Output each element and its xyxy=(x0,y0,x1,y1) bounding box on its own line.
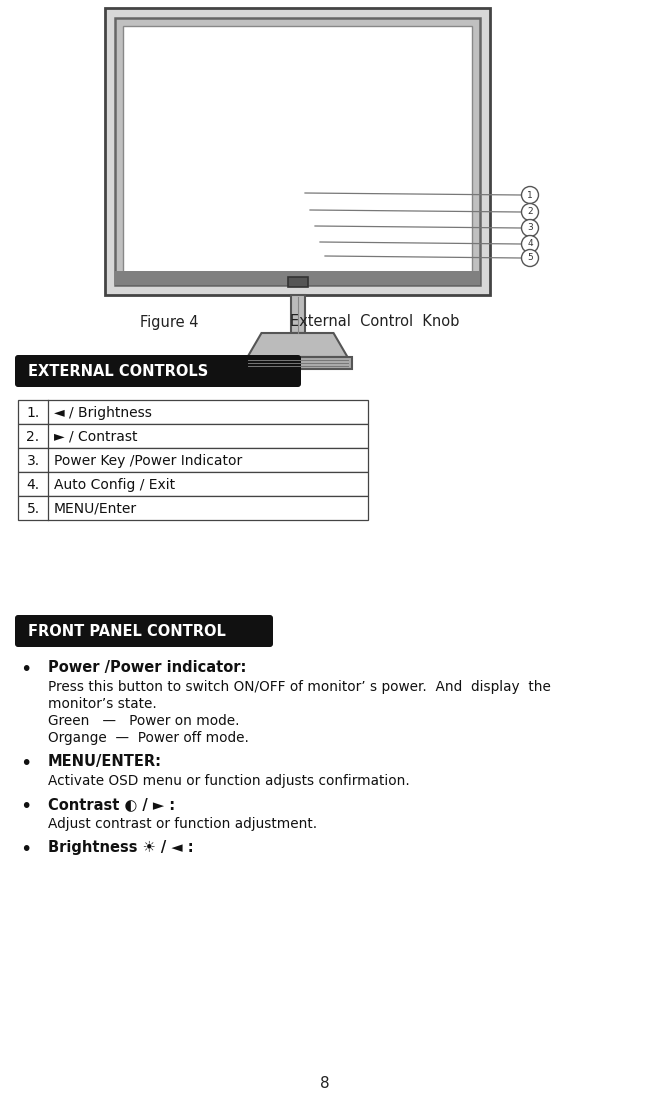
Text: •: • xyxy=(20,840,32,859)
Bar xyxy=(115,271,480,285)
Text: FRONT PANEL CONTROL: FRONT PANEL CONTROL xyxy=(28,623,226,639)
Text: MENU/Enter: MENU/Enter xyxy=(54,502,137,517)
Text: Auto Config / Exit: Auto Config / Exit xyxy=(54,478,175,492)
Circle shape xyxy=(521,249,538,266)
Text: ► / Contrast: ► / Contrast xyxy=(54,430,138,444)
Bar xyxy=(18,448,368,471)
Text: Figure 4: Figure 4 xyxy=(140,314,198,330)
Text: EXTERNAL CONTROLS: EXTERNAL CONTROLS xyxy=(28,364,208,378)
Bar xyxy=(18,471,368,496)
Text: Adjust contrast or function adjustment.: Adjust contrast or function adjustment. xyxy=(48,817,317,831)
Bar xyxy=(18,400,368,424)
FancyBboxPatch shape xyxy=(15,615,273,647)
Text: MENU/ENTER:: MENU/ENTER: xyxy=(48,754,162,769)
Circle shape xyxy=(521,235,538,253)
Text: 5: 5 xyxy=(527,254,533,263)
Text: •: • xyxy=(20,754,32,773)
Text: 8: 8 xyxy=(320,1076,330,1090)
Text: Organge  —  Power off mode.: Organge — Power off mode. xyxy=(48,731,249,745)
Text: Green   —   Power on mode.: Green — Power on mode. xyxy=(48,714,239,728)
Text: Press this button to switch ON/OFF of monitor’ s power.  And  display  the: Press this button to switch ON/OFF of mo… xyxy=(48,680,551,693)
Text: 3: 3 xyxy=(527,223,533,233)
Text: External  Control  Knob: External Control Knob xyxy=(290,314,460,330)
Bar xyxy=(115,18,480,285)
Text: Power /Power indicator:: Power /Power indicator: xyxy=(48,660,246,675)
Bar xyxy=(18,424,368,448)
Text: 3.: 3. xyxy=(27,454,40,468)
Text: monitor’s state.: monitor’s state. xyxy=(48,697,157,711)
Text: ◄ / Brightness: ◄ / Brightness xyxy=(54,406,152,420)
Bar xyxy=(18,496,368,520)
Text: 4.: 4. xyxy=(27,478,40,492)
Text: 5.: 5. xyxy=(27,502,40,517)
Bar xyxy=(105,8,490,295)
Circle shape xyxy=(521,220,538,236)
Text: Contrast ◐ / ► :: Contrast ◐ / ► : xyxy=(48,797,175,812)
Text: 2: 2 xyxy=(527,208,533,217)
Bar xyxy=(123,26,472,277)
Text: 1: 1 xyxy=(527,190,533,200)
Text: •: • xyxy=(20,660,32,679)
Text: Power Key /Power Indicator: Power Key /Power Indicator xyxy=(54,454,242,468)
Bar xyxy=(291,295,304,333)
FancyBboxPatch shape xyxy=(15,355,301,387)
Bar xyxy=(287,277,307,287)
Text: •: • xyxy=(20,797,32,815)
Polygon shape xyxy=(248,333,348,357)
Polygon shape xyxy=(244,357,352,369)
Text: Brightness ☀ / ◄ :: Brightness ☀ / ◄ : xyxy=(48,840,194,855)
Text: Activate OSD menu or function adjusts confirmation.: Activate OSD menu or function adjusts co… xyxy=(48,774,410,788)
Text: 1.: 1. xyxy=(27,406,40,420)
Circle shape xyxy=(521,203,538,221)
Text: 2.: 2. xyxy=(27,430,40,444)
Text: 4: 4 xyxy=(527,240,533,248)
Circle shape xyxy=(521,187,538,203)
